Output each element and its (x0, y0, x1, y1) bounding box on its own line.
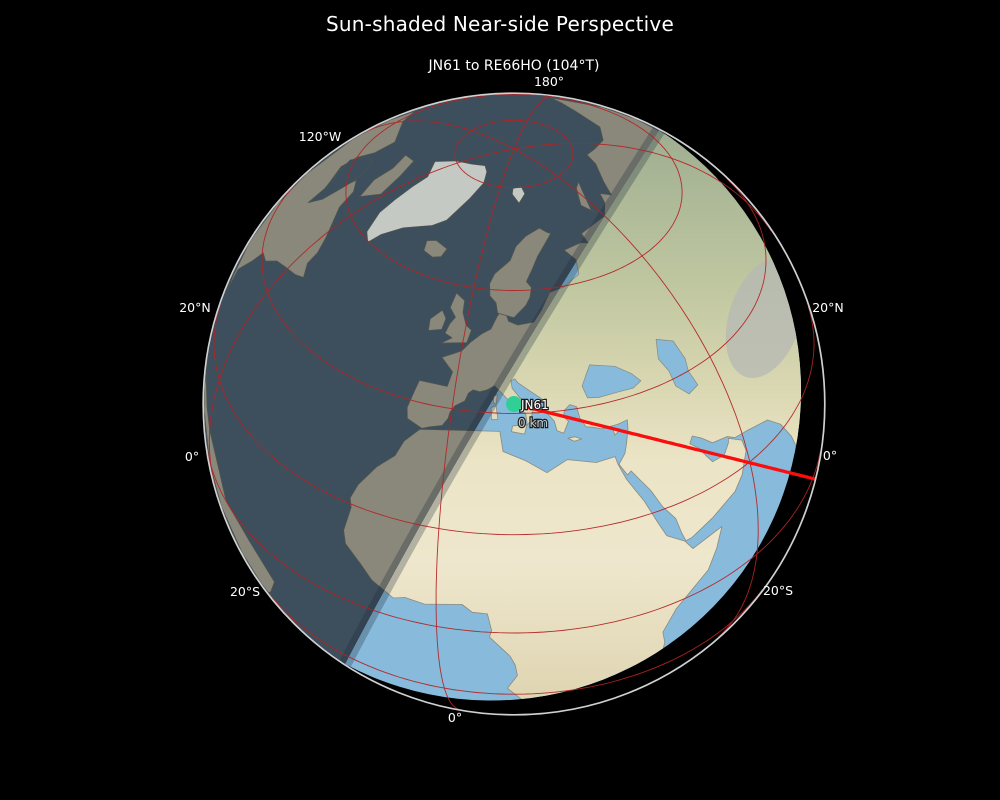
landmass-baffin-island (359, 154, 415, 198)
landmass-novaya-zemlya (575, 181, 596, 213)
landmass-sri-lanka (810, 445, 813, 462)
meridian-line (208, 148, 515, 486)
meridian-line (362, 120, 515, 150)
limb-ring (202, 92, 826, 716)
station-label: JN61 (520, 398, 549, 412)
figure-subtitle: JN61 to RE66HO (104°T) (428, 58, 600, 74)
lake-black-sea (581, 364, 642, 399)
graticule-label: 180° (534, 74, 564, 89)
meridian-line (513, 148, 759, 638)
great-circle-path (512, 402, 817, 481)
graticule-label: 0° (823, 448, 837, 463)
station-marker (506, 396, 522, 412)
landmass-sicily (511, 424, 528, 435)
graticule-label: 20°S (230, 584, 260, 599)
lake-hudson-bay (307, 156, 373, 204)
graticule-label: 0° (185, 449, 199, 464)
figure-title: Sun-shaded Near-side Perspective (326, 12, 674, 36)
meridian-line (513, 95, 553, 150)
graticule-label: 20°N (179, 300, 211, 315)
parallel-line (206, 449, 821, 634)
parallel-line (213, 304, 815, 536)
parallel-line (454, 119, 574, 189)
distance-label: 0 km (518, 416, 548, 430)
landmass-scandinavia (489, 227, 552, 319)
graticule (206, 94, 821, 710)
graticule-label: 20°N (812, 300, 844, 315)
landmass-iceland (423, 239, 448, 258)
meridian-line (435, 148, 515, 710)
landmass-uk (440, 292, 472, 344)
lake-caspian-sea (655, 339, 699, 395)
parallel-line (261, 177, 767, 414)
graticule-label: 20°S (763, 583, 793, 598)
parallel-line (345, 94, 683, 291)
graticule-label: 0° (448, 710, 462, 725)
terminator-penumbra (339, 126, 665, 668)
landmass-north-america (226, 110, 416, 292)
meridian-line (513, 142, 772, 232)
graticule-label: 120°W (299, 129, 341, 144)
parallel-line (267, 589, 763, 695)
landmass-sri-lanka (810, 445, 813, 462)
landmass-ireland (428, 309, 447, 331)
landmass-greenland (366, 160, 488, 243)
landmass-crete (567, 436, 583, 442)
